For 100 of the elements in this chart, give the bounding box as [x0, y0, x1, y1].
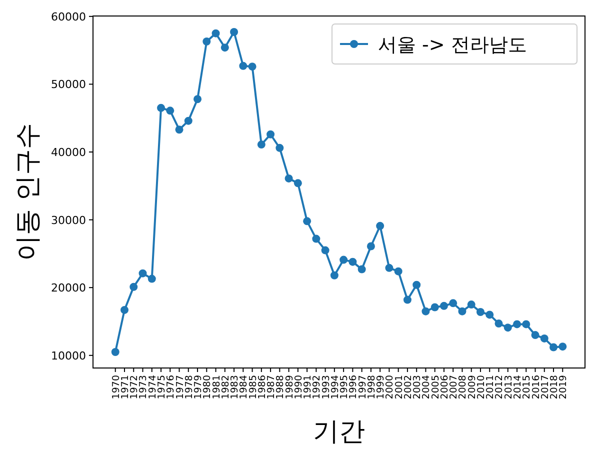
- x-tick-label: 1985: [248, 375, 259, 400]
- point: [430, 303, 439, 312]
- x-tick-label: 2002: [402, 375, 414, 400]
- legend-label: 서울 -> 전라남도: [378, 34, 527, 56]
- x-tick-label: 2012: [494, 375, 506, 400]
- point: [148, 274, 156, 283]
- point: [220, 44, 229, 52]
- x-tick-label: 1989: [284, 375, 296, 400]
- point: [358, 265, 366, 274]
- point: [412, 280, 421, 289]
- x-tick-label: 1986: [256, 375, 268, 400]
- x-tick-label: 2013: [503, 375, 514, 400]
- point: [385, 264, 394, 272]
- point: [294, 179, 302, 188]
- point: [366, 242, 375, 250]
- y-tick-label: 30000: [51, 214, 86, 227]
- x-tick-label: 1991: [302, 375, 314, 400]
- point: [550, 343, 558, 352]
- point: [266, 130, 275, 138]
- point: [522, 320, 530, 328]
- x-tick-label: 1993: [320, 375, 332, 400]
- point: [138, 269, 147, 278]
- x-tick-label: 1973: [138, 375, 150, 400]
- y-axis-title: 이동 인구수: [13, 122, 43, 262]
- point: [348, 258, 357, 266]
- x-tick-label: 1998: [366, 375, 378, 400]
- x-tick-label: 2014: [512, 375, 524, 400]
- point: [494, 320, 503, 328]
- point: [212, 29, 220, 38]
- x-tick-label: 2019: [558, 375, 570, 400]
- x-tick-label: 1980: [202, 375, 214, 400]
- x-axis-title: 기간: [313, 417, 365, 447]
- x-tick-label: 2006: [439, 375, 450, 400]
- x-tick-label: 1982: [220, 375, 232, 400]
- point: [512, 320, 521, 328]
- point: [540, 334, 548, 342]
- point: [440, 302, 448, 310]
- legend: 서울 -> 전라남도: [332, 24, 578, 64]
- point: [276, 144, 284, 152]
- x-tick-label: 1983: [230, 375, 241, 400]
- point: [458, 307, 466, 316]
- x-tick-label: 2011: [485, 375, 496, 400]
- point: [340, 256, 348, 264]
- x-tick-label: 1990: [293, 375, 304, 400]
- point: [248, 62, 256, 71]
- x-tick-label: 1996: [348, 375, 360, 400]
- x-tick-label: 2004: [421, 375, 432, 400]
- point: [284, 174, 293, 182]
- x-tick-label: 2003: [412, 375, 424, 400]
- x-tick-label: 2005: [430, 375, 442, 400]
- y-tick-label: 10000: [51, 349, 86, 362]
- x-tick-label: 2009: [466, 375, 478, 400]
- point: [166, 106, 174, 115]
- x-tick-label: 1978: [184, 375, 195, 400]
- point: [157, 104, 166, 112]
- point: [330, 271, 338, 280]
- x-tick-label: 1979: [193, 375, 204, 400]
- point: [558, 342, 567, 351]
- y-tick-label: 20000: [51, 282, 86, 295]
- point: [321, 246, 330, 254]
- x-tick-label: 1999: [376, 375, 387, 400]
- x-tick-label: 2016: [530, 375, 542, 400]
- x-tick-label: 2015: [522, 375, 533, 400]
- x-tick-label: 1974: [147, 375, 158, 400]
- point: [312, 234, 320, 243]
- x-tick-label: 1971: [120, 375, 131, 400]
- point: [130, 282, 138, 291]
- x-tick-label: 1995: [339, 375, 350, 400]
- x-tick-label: 1970: [110, 375, 122, 400]
- y-tick-label: 40000: [51, 146, 86, 159]
- point: [422, 307, 430, 316]
- y-tick-label: 50000: [51, 78, 86, 92]
- point: [120, 306, 128, 314]
- point: [394, 267, 402, 276]
- x-tick-label: 1994: [330, 375, 341, 400]
- point: [175, 126, 184, 134]
- x-tick-label: 1988: [275, 375, 286, 400]
- point: [303, 217, 312, 226]
- point: [239, 62, 248, 70]
- point: [202, 37, 211, 46]
- point: [449, 299, 458, 308]
- x-tick-label: 2000: [384, 375, 396, 400]
- x-tick-label: 2010: [476, 375, 487, 400]
- point: [504, 324, 512, 332]
- point: [184, 116, 192, 125]
- x-tick-label: 1984: [238, 375, 250, 400]
- x-tick-label: 1977: [174, 375, 186, 400]
- y-tick-label: 60000: [51, 10, 86, 24]
- point: [531, 331, 540, 340]
- point: [403, 296, 412, 304]
- x-tick-label: 2008: [458, 375, 469, 400]
- x-tick-label: 1975: [156, 375, 168, 400]
- x-tick-label: 2017: [540, 375, 551, 400]
- point: [476, 308, 484, 316]
- x-tick-label: 1972: [129, 375, 140, 400]
- point: [230, 28, 238, 36]
- point: [257, 140, 266, 149]
- point: [486, 310, 494, 319]
- x-tick-label: 1992: [312, 375, 323, 400]
- x-tick-label: 2018: [549, 375, 560, 400]
